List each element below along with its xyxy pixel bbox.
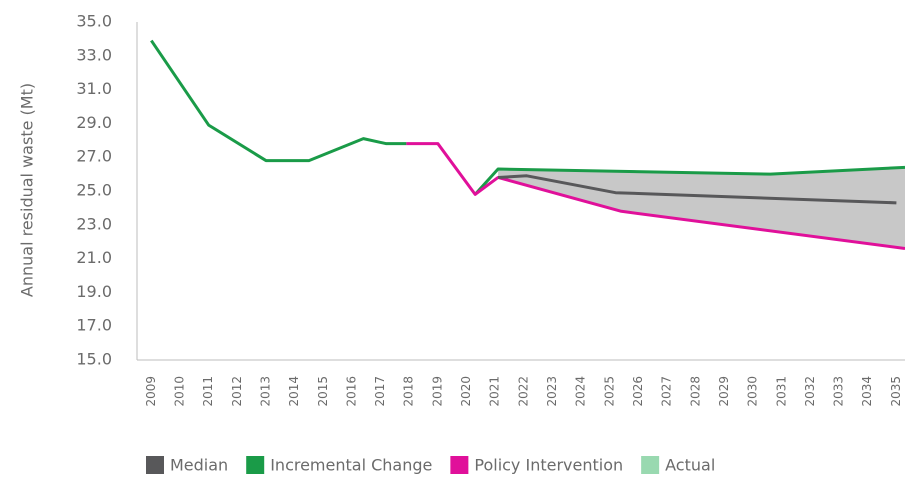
x-tick-label: 2012	[230, 376, 244, 407]
legend-label: Median	[170, 456, 228, 475]
x-tick-label: 2018	[402, 376, 416, 407]
y-tick-label: 31.0	[76, 79, 112, 98]
y-tick-label: 15.0	[76, 350, 112, 369]
x-tick-label: 2022	[516, 376, 530, 407]
legend-label: Incremental Change	[270, 456, 432, 475]
y-tick-label: 25.0	[76, 181, 112, 200]
x-tick-label: 2015	[316, 376, 330, 407]
series-line	[497, 174, 897, 205]
x-tick-label: 2013	[258, 376, 272, 407]
x-tick-label: 2023	[545, 376, 559, 407]
x-tick-label: 2020	[459, 376, 473, 407]
x-tick-label: 2010	[172, 376, 186, 407]
x-tick-label: 2029	[717, 376, 731, 407]
range-area	[498, 167, 905, 249]
y-tick-label: 35.0	[76, 12, 112, 31]
y-tick-label: 29.0	[76, 113, 112, 132]
x-tick-label: 2011	[201, 376, 215, 407]
x-tick-label: 2019	[430, 376, 444, 407]
x-tick-label: 2032	[803, 376, 817, 407]
x-tick-label: 2025	[602, 376, 616, 407]
y-tick-label: 21.0	[76, 248, 112, 267]
legend-swatch	[641, 456, 660, 474]
legend-swatch	[146, 456, 164, 474]
y-tick-label: 23.0	[76, 214, 112, 233]
x-tick-label: 2024	[574, 376, 588, 407]
x-tick-label: 2021	[488, 376, 502, 407]
y-tick-label: 33.0	[76, 45, 112, 64]
x-tick-label: 2016	[344, 376, 358, 407]
y-tick-label: 19.0	[76, 282, 112, 301]
x-tick-label: 2034	[860, 376, 874, 407]
legend-label: Actual	[665, 456, 715, 475]
y-tick-label: 17.0	[76, 316, 112, 335]
x-tick-label: 2033	[832, 376, 846, 407]
x-tick-label: 2026	[631, 376, 645, 407]
x-tick-label: 2014	[287, 376, 301, 407]
x-tick-label: 2028	[688, 376, 702, 407]
legend-label: Policy Intervention	[474, 456, 623, 475]
y-axis-label: Annual residual waste (Mt)	[18, 83, 37, 297]
legend-swatch	[246, 456, 265, 474]
x-tick-label: 2031	[774, 376, 788, 407]
series-line	[150, 39, 905, 196]
x-tick-label: 2009	[144, 376, 158, 407]
x-tick-label: 2027	[660, 376, 674, 407]
legend-swatch	[450, 456, 469, 474]
x-tick-label: 2017	[373, 376, 387, 407]
series-line	[406, 142, 905, 250]
x-tick-label: 2030	[746, 376, 760, 407]
y-tick-label: 27.0	[76, 147, 112, 166]
x-tick-label: 2035	[889, 376, 903, 407]
